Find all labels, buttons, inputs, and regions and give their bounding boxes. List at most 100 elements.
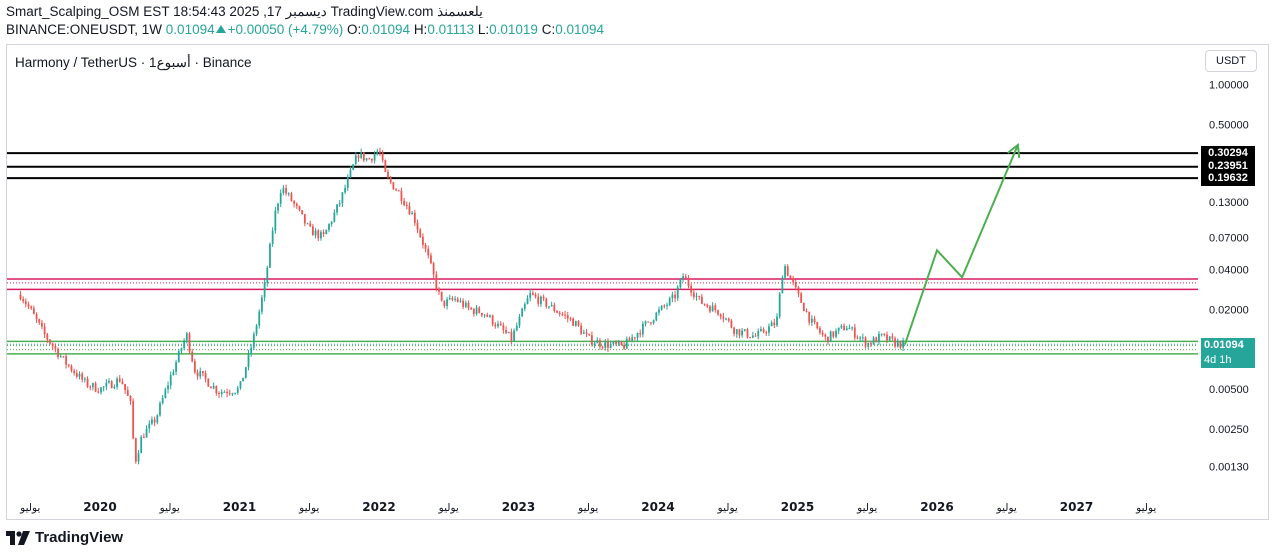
- candle-body: [717, 310, 719, 315]
- candle-body: [666, 304, 668, 307]
- candle-body: [349, 169, 352, 178]
- candle-body: [244, 367, 247, 378]
- candle-body: [462, 300, 465, 307]
- open-value: 0.01094: [361, 22, 411, 37]
- candle-body: [86, 378, 89, 387]
- candle-body: [518, 316, 521, 326]
- candle-body: [140, 436, 143, 454]
- candle-body: [582, 332, 585, 334]
- candle-body: [435, 274, 438, 289]
- candle-body: [199, 371, 202, 377]
- candle-body: [711, 305, 714, 312]
- bar-countdown: 4d 1h: [1204, 354, 1232, 366]
- candle-body: [89, 386, 92, 388]
- candle-body: [786, 266, 789, 276]
- candle-body: [247, 352, 250, 368]
- title-text: Smart_Scalping_OSM EST 18:54:43 2025 ,17…: [6, 4, 483, 19]
- candle-body: [692, 292, 695, 297]
- currency-button[interactable]: USDT: [1205, 50, 1257, 72]
- candle-body: [218, 392, 220, 394]
- brand-name: TradingView: [35, 529, 124, 546]
- candle-body: [421, 236, 424, 246]
- candle-body: [287, 193, 290, 195]
- candle-body: [381, 152, 384, 161]
- candle-body: [405, 204, 408, 206]
- candle-body: [620, 341, 623, 345]
- candle-body: [231, 393, 234, 395]
- candle-body: [271, 230, 274, 244]
- candle-body: [360, 152, 363, 159]
- x-tick-label: يوليو: [717, 502, 738, 514]
- candle-body: [505, 330, 507, 333]
- candle-body: [250, 347, 253, 353]
- candle-body: [690, 285, 693, 293]
- candle-body: [502, 325, 505, 331]
- candle-body: [38, 319, 41, 323]
- candle-body: [499, 323, 502, 326]
- candle-body: [894, 338, 896, 347]
- candle-body: [54, 346, 57, 349]
- candle-body: [730, 320, 733, 328]
- candle-body: [341, 192, 344, 204]
- candle-body: [886, 334, 888, 341]
- candle-body: [805, 311, 808, 313]
- candle-body: [564, 314, 566, 316]
- close-value: 0.01094: [555, 22, 605, 37]
- candle-body: [403, 200, 406, 205]
- candle-body: [116, 378, 118, 387]
- candle-body: [781, 277, 784, 294]
- x-tick-label: 2023: [502, 500, 535, 514]
- candle-body: [183, 340, 186, 349]
- candle-body: [835, 330, 837, 337]
- y-tick-label: 0.04000: [1209, 265, 1249, 277]
- candle-body: [540, 296, 542, 304]
- candle-body: [193, 361, 196, 373]
- candle-body: [49, 339, 51, 344]
- candle-body: [303, 214, 306, 224]
- candle-body: [41, 322, 43, 327]
- candle-body: [177, 350, 180, 362]
- candle-body: [427, 248, 430, 256]
- candle-body: [320, 232, 322, 239]
- candle-body: [875, 337, 878, 343]
- chart-frame[interactable]: [6, 44, 1269, 520]
- candle-body: [784, 266, 786, 278]
- candle-body: [258, 311, 261, 326]
- candle-body: [35, 314, 38, 320]
- candle-body: [612, 341, 615, 344]
- candle-body: [888, 336, 891, 341]
- candle-body: [113, 386, 116, 389]
- candle-body: [62, 356, 65, 358]
- candle-body: [376, 151, 379, 155]
- y-tick-label: 0.00250: [1209, 424, 1249, 436]
- tradingview-logo[interactable]: TradingView: [6, 529, 123, 546]
- candle-body: [22, 299, 25, 302]
- candle-body: [510, 331, 513, 341]
- candle-body: [521, 308, 524, 317]
- x-tick-label: 2020: [83, 500, 116, 514]
- candle-body: [159, 403, 161, 416]
- candle-body: [352, 164, 355, 170]
- candle-body: [384, 160, 387, 172]
- candle-body: [853, 327, 856, 338]
- x-tick-label: يوليو: [438, 502, 459, 514]
- candle-body: [733, 327, 735, 334]
- candle-body: [770, 322, 773, 327]
- candle-body: [148, 423, 151, 429]
- candle-body: [392, 182, 395, 190]
- open-label: O:: [346, 22, 362, 37]
- candle-body: [628, 338, 631, 341]
- candle-body: [722, 316, 725, 319]
- candle-body: [94, 383, 97, 392]
- x-tick-label: 2025: [781, 500, 814, 514]
- candle-body: [419, 229, 422, 237]
- candle-body: [714, 305, 717, 311]
- candle-body: [486, 314, 489, 317]
- candle-body: [867, 343, 870, 347]
- candle-body: [456, 298, 459, 302]
- candle-body: [108, 381, 110, 383]
- candle-body: [494, 324, 497, 327]
- last-price: 0.01094: [165, 22, 215, 37]
- candle-body: [161, 397, 164, 404]
